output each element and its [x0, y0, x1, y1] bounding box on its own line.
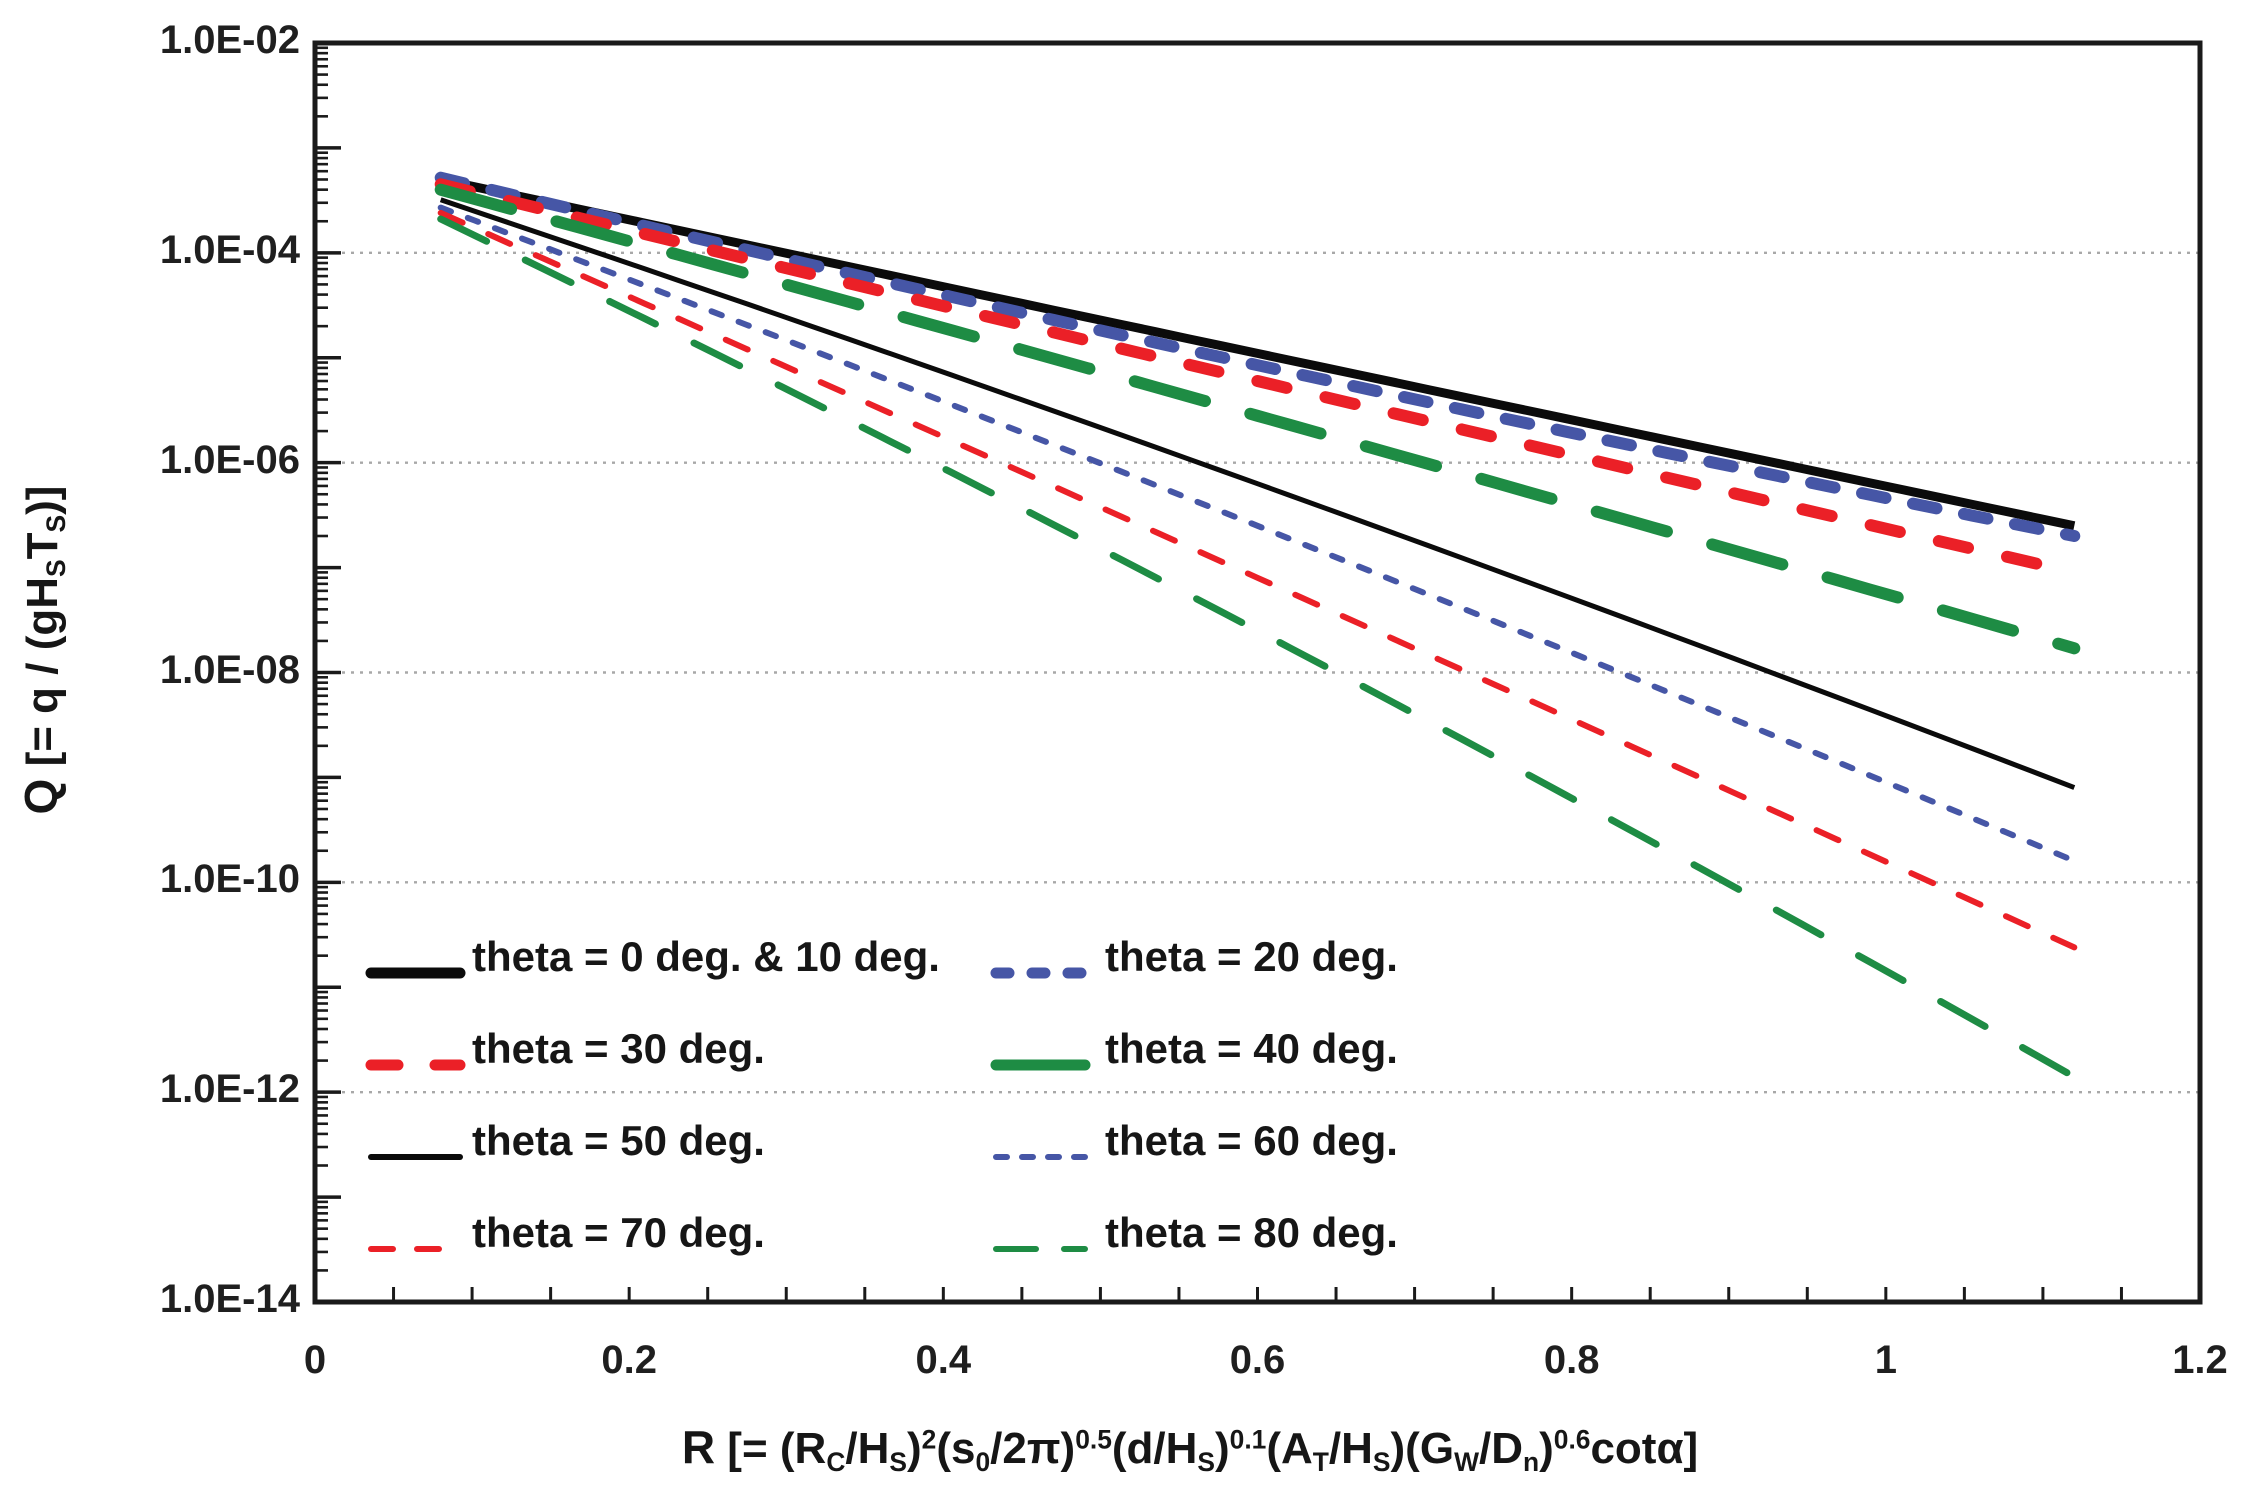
axis-title-run: cotα]: [1590, 1424, 1699, 1473]
axis-title-run: S: [1372, 1446, 1391, 1477]
axis-title-run: W: [1454, 1446, 1479, 1477]
axis-title-run: /2π): [990, 1424, 1076, 1473]
axis-title-run: (s: [936, 1424, 976, 1473]
axis-title-run: S: [40, 514, 71, 533]
legend-label: theta = 0 deg. & 10 deg.: [472, 933, 940, 980]
axis-title-run: S: [40, 559, 71, 577]
axis-title-run: T: [1312, 1446, 1329, 1477]
x-tick-label: 0.2: [601, 1338, 657, 1382]
legend-swatch-line: [368, 1246, 463, 1252]
legend-label: theta = 50 deg.: [472, 1117, 765, 1164]
axis-title-run: /D: [1478, 1424, 1523, 1473]
axis-title-run: Q: [15, 778, 67, 815]
x-tick-label: 1.2: [2172, 1338, 2228, 1382]
y-tick-label: 1.0E-02: [159, 18, 300, 62]
legend-label: theta = 20 deg.: [1105, 933, 1398, 980]
legend-swatch-line: [365, 1059, 466, 1071]
axis-title-run: )]: [18, 485, 67, 515]
axis-title-run: ): [1215, 1424, 1230, 1473]
y-tick-label: 1.0E-14: [159, 1277, 300, 1321]
curve-40: [434, 183, 2081, 655]
axis-title-run: C: [826, 1446, 846, 1477]
axis-title-run: 0: [975, 1446, 991, 1477]
axis-title-run: 2: [921, 1424, 937, 1455]
axis-title-run: (d/H: [1111, 1424, 1198, 1473]
y-axis-title: Q [= q / (gHSTS)]: [14, 270, 71, 1030]
legend-swatch-line: [993, 1154, 1088, 1160]
curve-60: [437, 204, 2078, 864]
x-tick-label: 0.8: [1543, 1338, 1600, 1382]
curve-70: [437, 209, 2078, 951]
axis-title-run: [= q / (gH: [18, 577, 67, 779]
axis-title-run: 0.1: [1229, 1424, 1267, 1455]
y-tick-label: 1.0E-06: [159, 437, 300, 482]
legend-label: theta = 80 deg.: [1105, 1209, 1398, 1256]
axis-title-run: ): [906, 1424, 922, 1473]
y-tick-label: 1.0E-04: [159, 227, 300, 272]
axis-title-run: 0.5: [1075, 1424, 1112, 1455]
legend-label: theta = 70 deg.: [472, 1209, 765, 1256]
legend-swatch-line: [993, 1246, 1088, 1252]
y-tick-label: 1.0E-12: [159, 1067, 300, 1112]
axis-title-run: T: [18, 532, 67, 560]
x-axis-title: R [= (RC/HS)2(s0/2π)0.5(d/HS)0.1(AT/HS)(…: [240, 1420, 2140, 1478]
legend-label: theta = 30 deg.: [472, 1025, 765, 1072]
axis-title-run: ): [1539, 1424, 1554, 1473]
y-tick-label: 1.0E-08: [159, 647, 300, 692]
axis-title-run: (A: [1266, 1424, 1313, 1473]
legend-swatch-line: [990, 1059, 1091, 1071]
x-tick-label: 0.6: [1229, 1338, 1286, 1382]
axis-title-run: /H: [1328, 1424, 1373, 1473]
legend-swatch-line: [990, 967, 1091, 979]
curve-50: [439, 197, 2076, 790]
curve-20: [434, 171, 2081, 542]
curve-30: [434, 178, 2081, 579]
axis-title-run: S: [1197, 1446, 1216, 1477]
legend-swatch-line: [365, 967, 466, 979]
axis-title-run: [= (R: [715, 1424, 827, 1473]
x-tick-label: 0: [303, 1338, 327, 1382]
axis-title-run: )(G: [1390, 1424, 1455, 1473]
axis-title-run: 0.6: [1553, 1424, 1591, 1455]
y-tick-label: 1.0E-10: [159, 857, 300, 902]
legend-label: theta = 40 deg.: [1105, 1025, 1398, 1072]
x-tick-label: 0.4: [915, 1338, 972, 1382]
legend-label: theta = 60 deg.: [1105, 1117, 1398, 1164]
x-tick-label: 1: [1874, 1338, 1897, 1382]
axis-title-run: R: [681, 1421, 716, 1473]
curve-80: [437, 215, 2078, 1081]
axis-title-run: n: [1522, 1446, 1540, 1477]
axis-title-run: S: [889, 1446, 907, 1477]
axis-title-run: /H: [845, 1424, 890, 1473]
legend-swatch-line: [368, 1154, 463, 1160]
